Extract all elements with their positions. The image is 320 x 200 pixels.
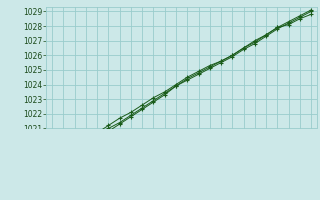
X-axis label: Graphe pression niveau de la mer (hPa): Graphe pression niveau de la mer (hPa) bbox=[63, 182, 300, 192]
